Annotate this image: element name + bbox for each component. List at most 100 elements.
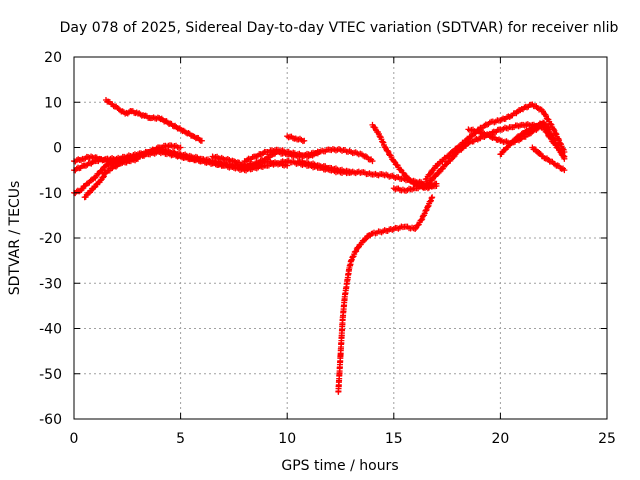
data-point	[177, 144, 184, 151]
data-point	[422, 176, 429, 183]
data-point	[444, 160, 451, 167]
data-point	[90, 185, 97, 192]
y-tick-label: -10	[39, 186, 62, 202]
data-point	[284, 133, 291, 140]
data-point	[540, 153, 547, 160]
data-point	[369, 121, 376, 128]
data-point	[390, 185, 397, 192]
data-point	[105, 158, 112, 165]
data-point	[476, 128, 483, 135]
x-tick-label: 20	[491, 431, 509, 447]
x-tick-label: 10	[278, 431, 296, 447]
data-point	[343, 280, 350, 287]
data-point-fill	[384, 147, 391, 154]
data-point	[252, 160, 259, 167]
data-point	[486, 119, 493, 126]
data-point	[230, 164, 237, 171]
data-point	[412, 225, 419, 232]
data-point	[497, 117, 504, 124]
data-point	[88, 153, 95, 160]
series-arc-i	[294, 158, 440, 190]
data-point	[262, 155, 269, 162]
data-point	[301, 137, 308, 144]
data-point	[305, 153, 312, 160]
data-point	[352, 248, 359, 255]
data-point	[497, 137, 504, 144]
data-point-fill	[557, 147, 564, 154]
data-point	[166, 142, 173, 149]
data-point	[292, 135, 299, 142]
data-point	[444, 153, 451, 160]
data-point	[360, 237, 367, 244]
y-tick-label: 10	[44, 95, 62, 111]
data-point-fill	[95, 170, 102, 177]
data-point	[284, 149, 291, 156]
data-point	[358, 169, 365, 176]
data-point	[102, 96, 109, 103]
series-arc-h	[241, 145, 376, 165]
data-point	[358, 151, 365, 158]
data-point	[83, 180, 90, 187]
data-point	[326, 164, 333, 171]
data-point-fill	[298, 136, 305, 143]
data-point	[422, 182, 429, 189]
data-point	[561, 167, 568, 174]
data-point	[401, 223, 408, 230]
data-point	[510, 137, 517, 144]
data-point	[412, 185, 419, 192]
data-point	[326, 146, 333, 153]
data-point	[433, 180, 440, 187]
data-point	[529, 101, 536, 108]
data-point	[115, 106, 122, 113]
data-point	[518, 130, 525, 137]
data-point	[209, 153, 216, 160]
data-point	[503, 144, 510, 151]
data-point	[145, 149, 152, 156]
y-axis-title: SDTVAR / TECUs	[7, 181, 23, 296]
data-layer	[71, 96, 568, 395]
data-point	[294, 151, 301, 158]
series-arc-q	[529, 144, 568, 174]
data-point	[147, 115, 154, 122]
data-point-fill	[554, 162, 561, 169]
data-point	[164, 119, 171, 126]
data-point-fill	[450, 149, 457, 156]
data-point	[429, 194, 436, 201]
data-point	[273, 146, 280, 153]
data-point-fill	[498, 116, 505, 123]
data-point	[508, 112, 515, 119]
data-point	[418, 216, 425, 223]
x-tick-label: 0	[70, 431, 79, 447]
data-point	[117, 160, 124, 167]
data-point-fill	[517, 107, 524, 114]
data-point	[316, 162, 323, 169]
data-point	[177, 153, 184, 160]
data-point-fill	[240, 161, 247, 168]
data-point	[98, 176, 105, 183]
data-point	[134, 110, 141, 117]
data-point	[102, 162, 109, 169]
data-point	[188, 155, 195, 162]
data-point	[338, 334, 345, 341]
data-point-fill	[552, 161, 559, 168]
data-point	[284, 158, 291, 165]
data-point-fill	[426, 171, 433, 178]
data-point-fill	[443, 161, 450, 168]
data-point	[540, 119, 547, 126]
data-point	[518, 121, 525, 128]
data-point-fill	[536, 149, 543, 156]
data-point	[380, 228, 387, 235]
data-point	[262, 162, 269, 169]
data-point	[424, 203, 431, 210]
y-tick-label: -30	[39, 276, 62, 292]
data-point	[126, 158, 133, 165]
data-point	[369, 171, 376, 178]
data-point	[540, 108, 547, 115]
data-point	[465, 135, 472, 142]
data-point-fill	[481, 122, 488, 129]
data-point	[81, 194, 88, 201]
data-point	[181, 128, 188, 135]
data-point	[348, 257, 355, 264]
series-arc-j	[284, 133, 308, 145]
